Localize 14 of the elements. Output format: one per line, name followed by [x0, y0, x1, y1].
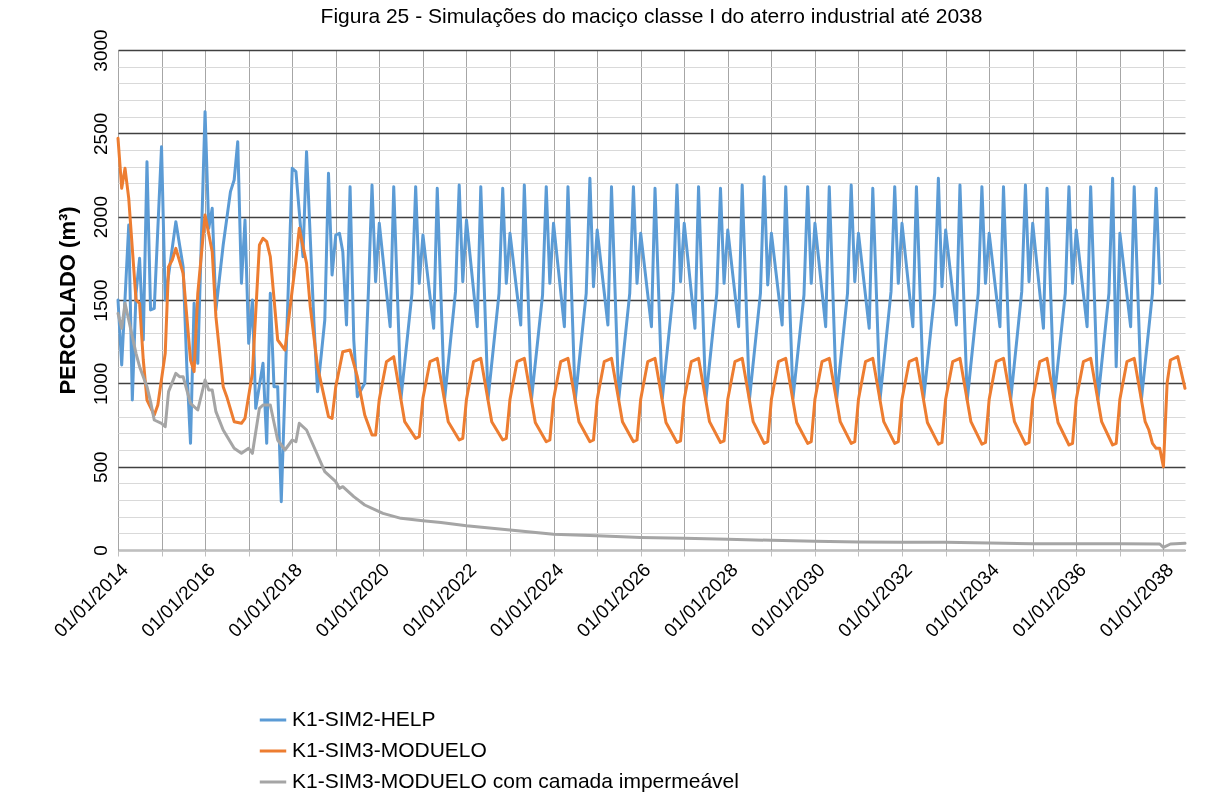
line-series — [116, 110, 1162, 504]
y-axis-title: PERCOLADO (m³) — [54, 206, 80, 395]
line-series — [116, 136, 1187, 469]
y-tick-label: 1000 — [89, 362, 111, 405]
legend-label: K1-SIM3-MODUELO com camada impermeável — [292, 769, 739, 792]
y-tick-label: 0 — [89, 545, 111, 556]
chart-title: Figura 25 - Simulações do maciço classe I do aterro industrial até 2038 — [320, 3, 983, 27]
y-tick-label: 2000 — [89, 196, 111, 239]
y-tick-label: 1500 — [89, 279, 111, 322]
y-tick-label: 500 — [89, 451, 111, 484]
legend-label: K1-SIM2-HELP — [292, 707, 436, 730]
legend-label: K1-SIM3-MODUELO — [292, 738, 487, 761]
y-tick-label: 2500 — [89, 112, 111, 155]
y-tick-label: 3000 — [89, 29, 111, 72]
